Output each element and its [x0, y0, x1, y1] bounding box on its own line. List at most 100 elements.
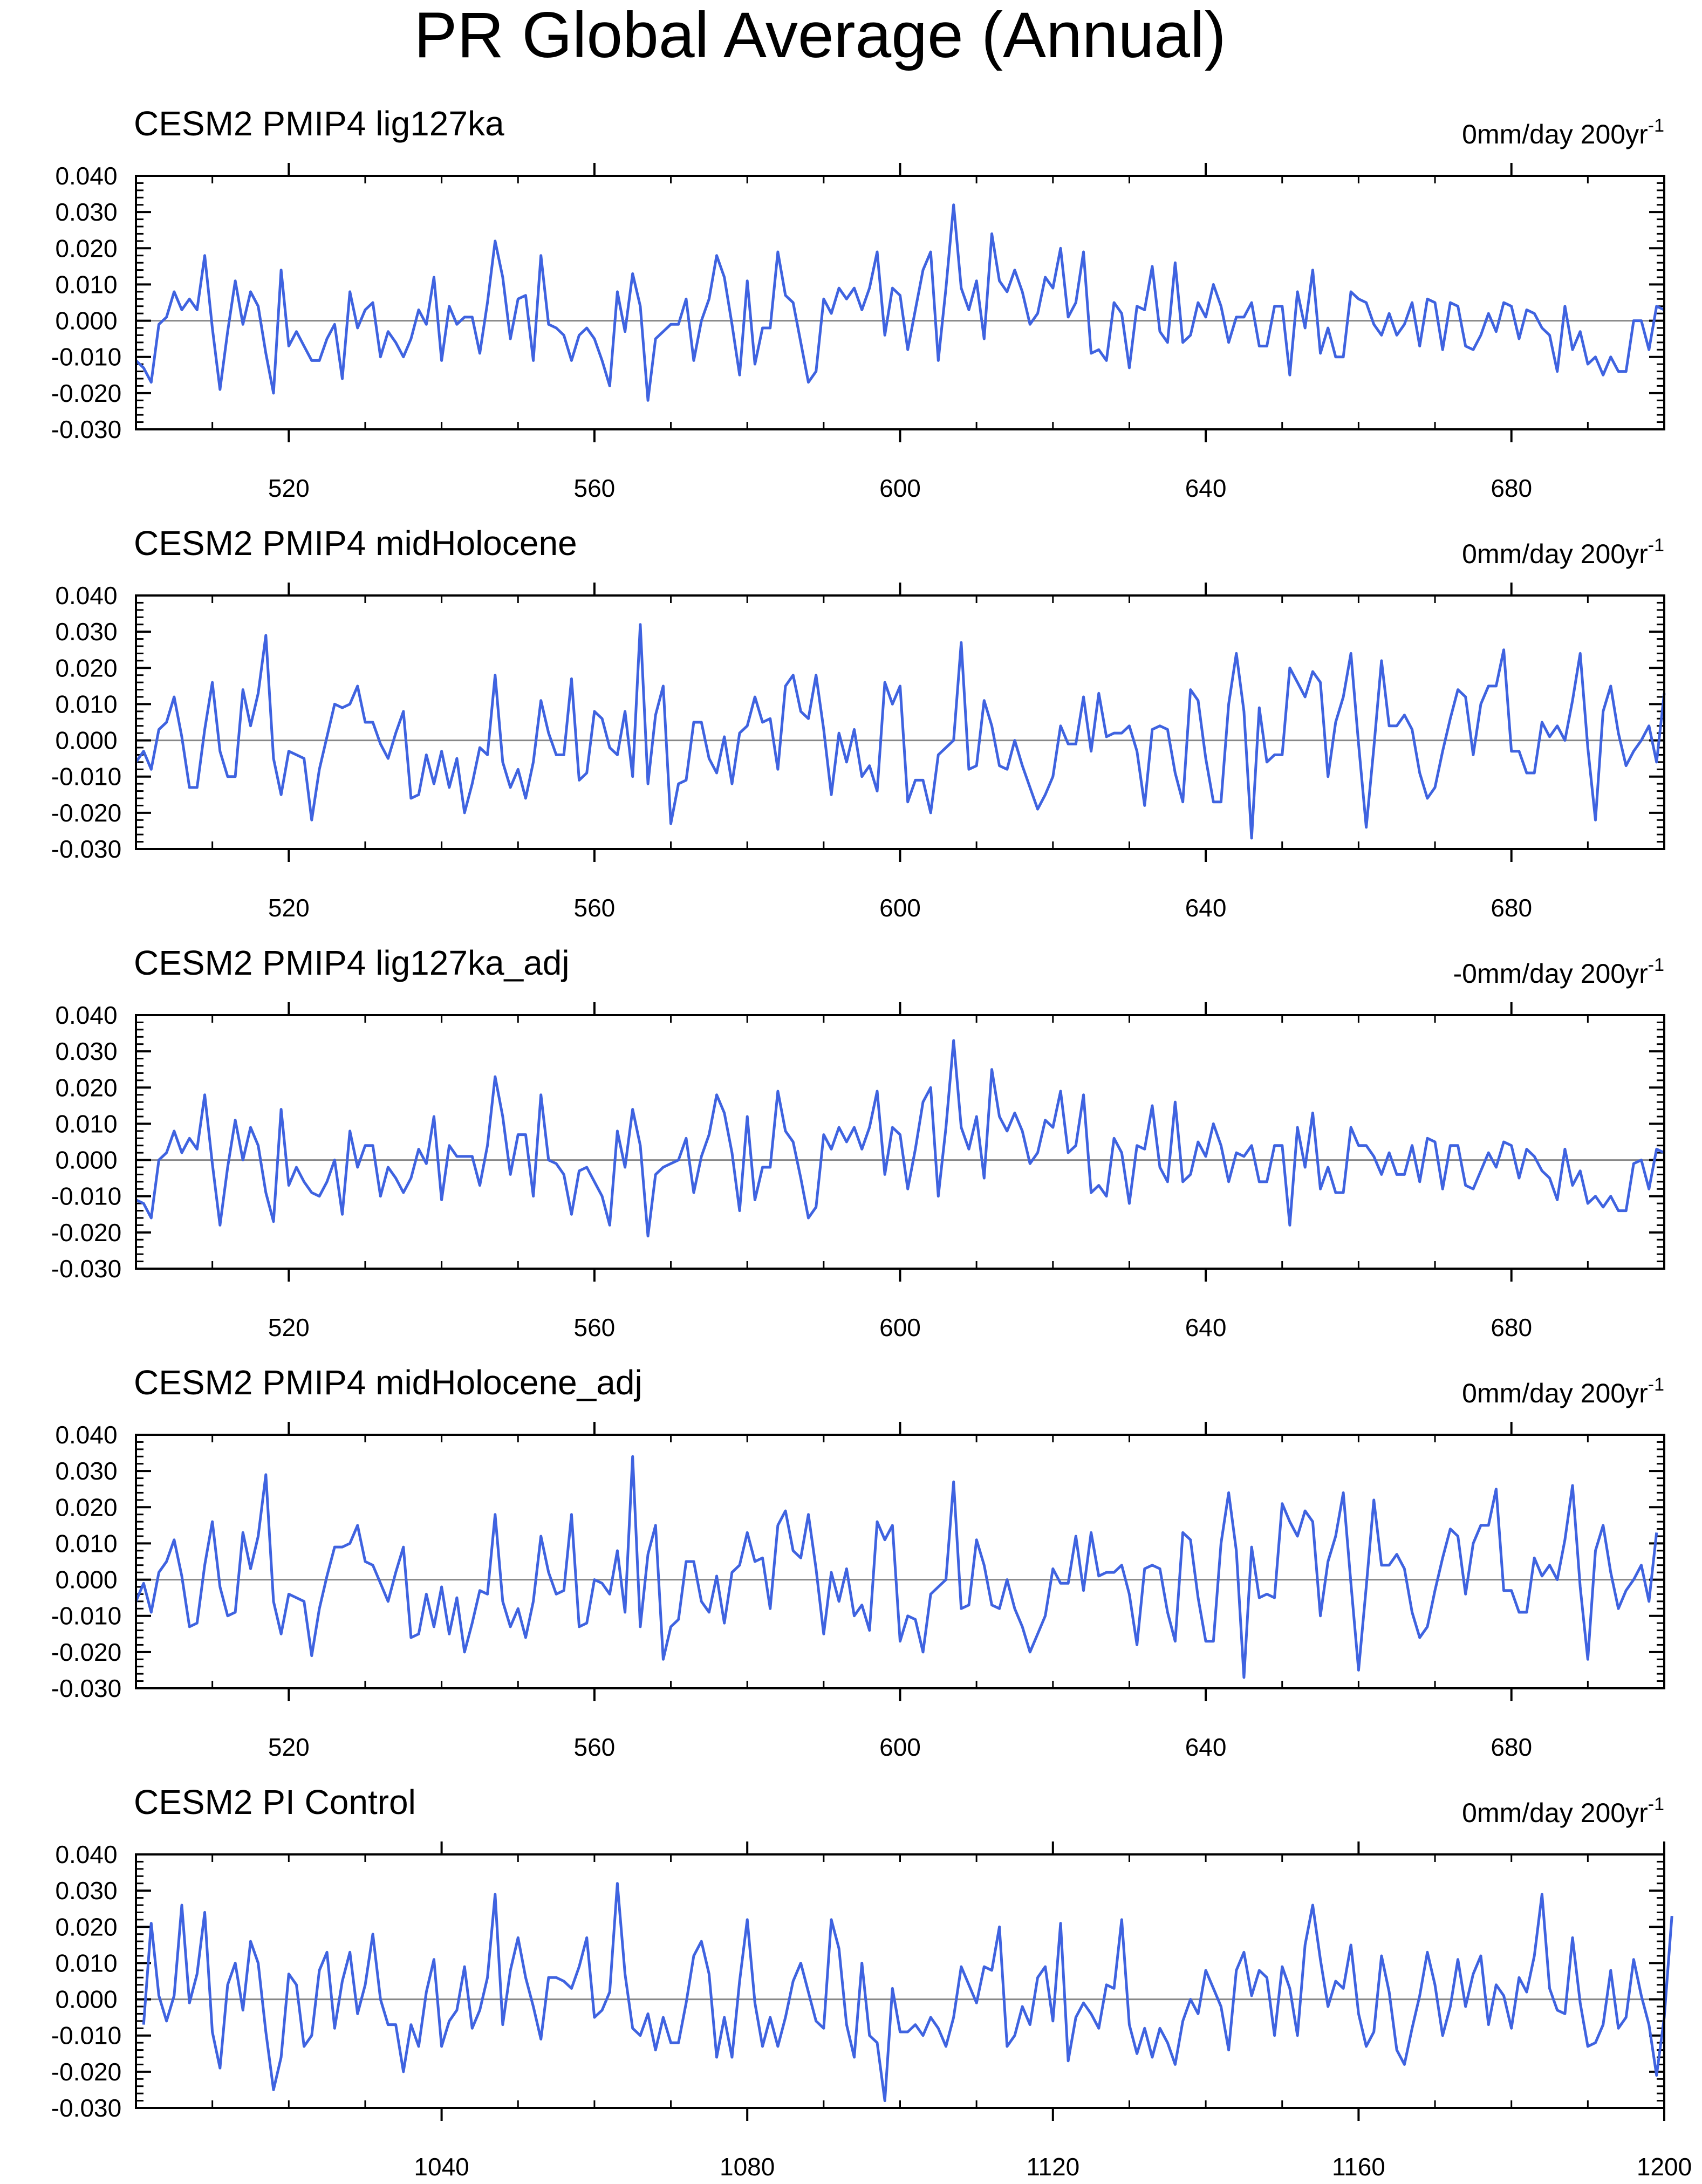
y-tick-label: 0.030 — [55, 618, 117, 646]
y-tick-label: -0.020 — [51, 1638, 121, 1666]
y-tick-label: 0.040 — [55, 581, 117, 610]
x-tick-label: 640 — [1185, 1313, 1227, 1341]
chart-panels: CESM2 PMIP4 lig127ka 0mm/day 200yr-1-0.03… — [51, 104, 1692, 2181]
x-tick-label: 600 — [879, 1733, 921, 1761]
y-tick-label: 0.000 — [55, 307, 117, 335]
x-tick-label: 520 — [268, 1313, 310, 1341]
panel-title: CESM2 PMIP4 midHolocene_adj — [134, 1363, 642, 1402]
y-tick-label: -0.020 — [51, 379, 121, 407]
x-tick-label: 600 — [879, 1313, 921, 1341]
y-tick-label: -0.030 — [51, 835, 121, 863]
trend-label-superscript: -1 — [1648, 955, 1664, 975]
trend-label-text: 0mm/day 200yr — [1462, 119, 1648, 149]
data-series-line — [134, 623, 1666, 840]
y-tick-label: -0.030 — [51, 1674, 121, 1702]
y-tick-label: 0.040 — [55, 1001, 117, 1029]
y-tick-label: 0.000 — [55, 1566, 117, 1594]
trend-label-text: 0mm/day 200yr — [1462, 539, 1648, 569]
x-tick-label: 560 — [574, 1733, 616, 1761]
plot-frame — [135, 1853, 1665, 2109]
y-tick-label: -0.010 — [51, 2022, 121, 2050]
x-tick-label: 1040 — [414, 2153, 469, 2181]
panel-title: CESM2 PMIP4 lig127ka_adj — [134, 943, 570, 982]
y-tick-label: -0.030 — [51, 415, 121, 443]
chart-panel-1: CESM2 PMIP4 lig127ka 0mm/day 200yr-1 -0.03… — [51, 104, 1665, 502]
y-tick-label: -0.010 — [51, 343, 121, 371]
y-tick-label: -0.020 — [51, 799, 121, 827]
y-tick-label: -0.030 — [51, 2094, 121, 2122]
trend-label-superscript: -1 — [1648, 535, 1664, 556]
chart-panel-4: CESM2 PMIP4 midHolocene_adj 0mm/day 200yr… — [51, 1363, 1665, 1761]
chart-panel-2: CESM2 PMIP4 midHolocene 0mm/day 200yr-1 -0… — [51, 524, 1666, 922]
trend-label: 0mm/day 200yr-1 — [1462, 535, 1664, 569]
trend-label: -0mm/day 200yr-1 — [1453, 955, 1664, 989]
y-tick-label: 0.030 — [55, 1877, 117, 1905]
y-tick-label: 0.010 — [55, 1529, 117, 1557]
x-tick-label: 1160 — [1332, 2153, 1385, 2181]
data-series-line — [135, 203, 1665, 402]
x-tick-label: 1120 — [1026, 2153, 1079, 2181]
trend-label-text: -0mm/day 200yr — [1453, 959, 1648, 989]
chart-panel-3: CESM2 PMIP4 lig127ka_adj -0mm/day 200yr-1… — [51, 943, 1665, 1341]
trend-label: 0mm/day 200yr-1 — [1462, 1794, 1664, 1828]
y-tick-label: -0.010 — [51, 1602, 121, 1630]
x-tick-label: 520 — [268, 894, 310, 922]
y-tick-label: 0.010 — [55, 690, 117, 718]
y-tick-label: -0.030 — [51, 1255, 121, 1283]
x-tick-label: 680 — [1491, 1733, 1532, 1761]
x-tick-label: 600 — [879, 894, 921, 922]
plot-frame — [135, 594, 1665, 850]
x-tick-label: 640 — [1185, 474, 1227, 502]
y-tick-label: -0.010 — [51, 763, 121, 791]
chart-panel-5: CESM2 PI Control 0mm/day 200yr-1 -0.030 -0.… — [51, 1783, 1692, 2181]
x-tick-label: 680 — [1491, 894, 1532, 922]
trend-label: 0mm/day 200yr-1 — [1462, 1374, 1664, 1408]
y-tick-label: 0.000 — [55, 1146, 117, 1174]
plot-frame — [135, 1434, 1665, 1689]
y-tick-label: 0.040 — [55, 1840, 117, 1868]
x-tick-label: 520 — [268, 1733, 310, 1761]
plot-frame — [135, 175, 1665, 430]
y-tick-label: -0.020 — [51, 2058, 121, 2086]
y-tick-label: 0.020 — [55, 1073, 117, 1101]
panel-title: CESM2 PMIP4 midHolocene — [134, 524, 577, 563]
y-tick-label: 0.000 — [55, 1986, 117, 2014]
data-series-line — [135, 1039, 1665, 1238]
y-tick-label: 0.020 — [55, 1913, 117, 1941]
y-tick-label: 0.030 — [55, 1037, 117, 1065]
plot-frame — [135, 1014, 1665, 1270]
trend-label-superscript: -1 — [1648, 1794, 1664, 1815]
trend-label: 0mm/day 200yr-1 — [1462, 115, 1664, 149]
y-tick-label: 0.030 — [55, 198, 117, 226]
trend-label-superscript: -1 — [1648, 1374, 1664, 1395]
x-tick-label: 560 — [574, 474, 616, 502]
y-tick-label: 0.040 — [55, 162, 117, 190]
x-tick-label: 600 — [879, 474, 921, 502]
x-tick-label: 680 — [1491, 1313, 1532, 1341]
x-tick-label: 1080 — [720, 2153, 775, 2181]
y-tick-label: 0.030 — [55, 1457, 117, 1485]
x-tick-label: 560 — [574, 1313, 616, 1341]
y-tick-label: -0.020 — [51, 1218, 121, 1247]
main-title: PR Global Average (Annual) — [414, 0, 1226, 71]
x-tick-label: 560 — [574, 894, 616, 922]
x-tick-label: 1200 — [1637, 2153, 1692, 2181]
x-tick-label: 520 — [268, 474, 310, 502]
y-tick-label: 0.000 — [55, 727, 117, 755]
y-tick-label: 0.010 — [55, 270, 117, 298]
trend-label-text: 0mm/day 200yr — [1462, 1798, 1648, 1828]
y-tick-label: 0.010 — [55, 1949, 117, 1977]
x-tick-label: 640 — [1185, 894, 1227, 922]
data-series-line — [142, 1882, 1673, 2103]
y-tick-label: -0.010 — [51, 1182, 121, 1210]
panel-title: CESM2 PI Control — [134, 1783, 416, 1822]
x-tick-label: 640 — [1185, 1733, 1227, 1761]
panel-title: CESM2 PMIP4 lig127ka — [134, 104, 504, 143]
y-tick-label: 0.020 — [55, 1493, 117, 1521]
y-tick-label: 0.020 — [55, 654, 117, 682]
y-tick-label: 0.040 — [55, 1421, 117, 1449]
data-series-line — [134, 1455, 1658, 1679]
y-tick-label: 0.010 — [55, 1110, 117, 1138]
trend-label-text: 0mm/day 200yr — [1462, 1378, 1648, 1408]
